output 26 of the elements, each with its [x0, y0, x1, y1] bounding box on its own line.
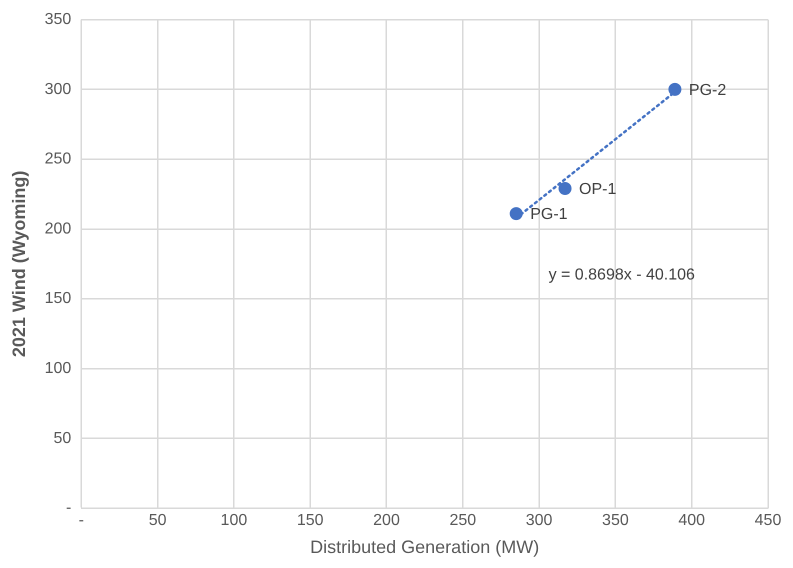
x-tick-label: 200 — [373, 512, 400, 530]
x-tick-label: 300 — [526, 512, 553, 530]
x-tick-label: - — [78, 512, 84, 530]
y-tick-label: - — [66, 500, 72, 517]
annotation: PG-1 — [530, 206, 568, 224]
y-tick-label: 300 — [44, 80, 72, 98]
y-tick-label: 250 — [44, 150, 72, 168]
y-tick-label: 150 — [44, 290, 72, 308]
y-tick-label: 350 — [44, 11, 72, 28]
y-tick-label: 50 — [54, 430, 72, 447]
x-tick-label: 350 — [602, 512, 629, 530]
x-tick-label: 100 — [220, 512, 248, 530]
annotation: OP-1 — [579, 180, 616, 198]
y-axis-title: 2021 Wind (Wyoming) — [8, 170, 29, 358]
x-axis-title: Distributed Generation (MW) — [310, 537, 540, 558]
x-tick-label: 250 — [449, 512, 476, 530]
x-tick-label: 150 — [296, 512, 324, 530]
x-tick-label: 450 — [754, 512, 782, 530]
x-tick-label: 400 — [678, 512, 706, 530]
y-tick-label: 200 — [44, 220, 72, 238]
x-tick-label: 50 — [148, 512, 167, 530]
annotation: PG-2 — [688, 82, 726, 99]
point — [668, 82, 682, 96]
point — [558, 182, 572, 196]
annotation: y = 0.8698x - 40.106 — [548, 266, 695, 284]
y-tick-label: 100 — [44, 360, 72, 378]
